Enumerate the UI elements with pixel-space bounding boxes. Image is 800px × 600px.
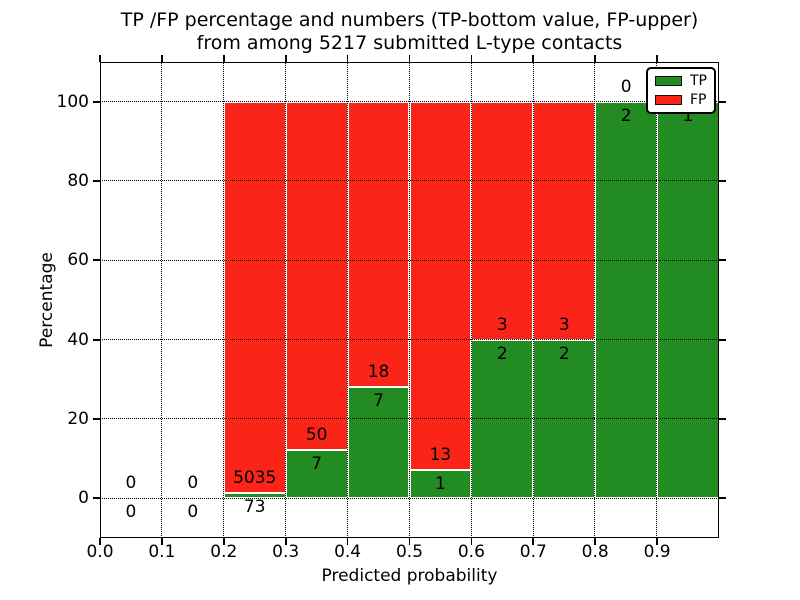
- y-tick-label: 60: [67, 250, 89, 271]
- fp-count-label: 18: [367, 362, 390, 383]
- x-tick-bottom: [222, 538, 225, 545]
- fp-count-label: 3: [496, 314, 508, 335]
- fp-bar: [409, 101, 472, 470]
- x-gridline: [408, 62, 410, 538]
- y-tick-label: 80: [67, 171, 89, 191]
- y-tick-right: [719, 100, 726, 103]
- x-tick-label: 0.3: [272, 542, 300, 562]
- chart-title-line1: TP /FP percentage and numbers (TP-bottom…: [120, 9, 699, 31]
- tp-count-label: 7: [311, 453, 323, 474]
- chart-title: TP /FP percentage and numbers (TP-bottom…: [100, 9, 719, 55]
- x-tick-top: [532, 55, 535, 62]
- x-tick-top: [99, 55, 101, 62]
- x-tick-top: [408, 55, 411, 62]
- y-tick-left: [93, 497, 100, 500]
- x-gridline: [284, 62, 286, 538]
- x-tick-top: [161, 55, 163, 62]
- tp-bar: [595, 101, 658, 499]
- y-tick-right: [719, 180, 726, 182]
- x-tick-label: 0.4: [334, 542, 362, 562]
- x-tick-top: [594, 55, 597, 62]
- x-tick-bottom: [99, 538, 101, 545]
- y-tick-label: 0: [78, 488, 89, 509]
- fp-count-label: 0: [187, 473, 199, 494]
- x-tick-top: [346, 55, 349, 62]
- tp-count-label: 2: [620, 105, 632, 126]
- fp-legend-swatch-icon: [655, 94, 682, 105]
- tp-count-label: 1: [435, 473, 446, 494]
- x-tick-label: 0.7: [519, 542, 547, 562]
- tp-count-label: 2: [558, 343, 570, 364]
- y-tick-left: [93, 418, 100, 420]
- y-tick-label: 20: [67, 409, 89, 429]
- tp-legend-swatch-icon: [655, 76, 682, 87]
- tp-count-label: 7: [373, 391, 384, 412]
- legend-item-fp: FP: [648, 93, 714, 107]
- tp-count-label: 73: [243, 496, 266, 517]
- fp-count-label: 5035: [233, 467, 277, 488]
- y-tick-left: [93, 259, 100, 262]
- x-axis-label: Predicted probability: [321, 566, 498, 586]
- x-gridline: [161, 62, 163, 538]
- tp-legend-label: TP: [690, 73, 707, 90]
- x-tick-bottom: [346, 538, 349, 545]
- fp-count-label: 0: [620, 76, 632, 97]
- y-tick-right: [719, 497, 726, 500]
- fp-count-label: 0: [125, 473, 137, 494]
- fp-bar: [471, 101, 534, 340]
- x-tick-label: 0.9: [643, 542, 671, 562]
- fp-bar: [533, 101, 596, 340]
- x-tick-top: [222, 55, 225, 62]
- tp-bar: [657, 101, 719, 499]
- fp-count-label: 50: [305, 424, 328, 445]
- y-tick-right: [719, 259, 726, 262]
- x-tick-bottom: [594, 538, 597, 545]
- chart-title-line2: from among 5217 submitted L-type contact…: [196, 32, 623, 54]
- x-tick-bottom: [161, 538, 163, 545]
- x-tick-top: [284, 55, 287, 62]
- x-tick-bottom: [284, 538, 287, 545]
- x-tick-label: 0.0: [86, 542, 114, 562]
- fp-bar: [347, 101, 410, 388]
- x-gridline: [532, 62, 534, 538]
- x-gridline: [656, 62, 658, 538]
- y-tick-label: 100: [56, 91, 89, 112]
- x-gridline: [223, 62, 224, 538]
- y-tick-left: [93, 338, 100, 341]
- fp-count-label: 3: [558, 314, 570, 335]
- tp-count-label: 0: [187, 502, 199, 523]
- y-tick-right: [719, 338, 726, 341]
- x-gridline: [346, 62, 348, 538]
- y-tick-label: 40: [67, 329, 89, 350]
- y-tick-left: [93, 180, 100, 182]
- tp-count-label: 2: [496, 343, 508, 364]
- x-gridline: [470, 62, 472, 538]
- x-tick-bottom: [408, 538, 411, 545]
- x-tick-label: 0.6: [457, 542, 485, 562]
- y-tick-right: [719, 418, 726, 420]
- x-tick-bottom: [656, 538, 658, 545]
- fp-legend-label: FP: [690, 91, 707, 108]
- tp-count-label: 0: [125, 502, 137, 523]
- x-gridline: [594, 62, 596, 538]
- x-tick-top: [656, 55, 658, 62]
- fp-count-label: 13: [429, 444, 452, 465]
- tp-bar: [409, 469, 472, 499]
- x-tick-bottom: [470, 538, 473, 545]
- x-tick-bottom: [532, 538, 535, 545]
- x-tick-label: 0.1: [148, 542, 176, 562]
- y-axis-label: Percentage: [37, 252, 57, 348]
- legend: TP FP: [646, 67, 716, 114]
- x-tick-label: 0.2: [210, 542, 238, 562]
- x-tick-label: 0.8: [581, 542, 609, 562]
- tp-count-label: 1: [682, 105, 694, 126]
- legend-item-tp: TP: [648, 74, 714, 88]
- x-tick-label: 0.5: [395, 542, 424, 562]
- y-tick-left: [93, 100, 100, 103]
- x-tick-top: [470, 55, 473, 62]
